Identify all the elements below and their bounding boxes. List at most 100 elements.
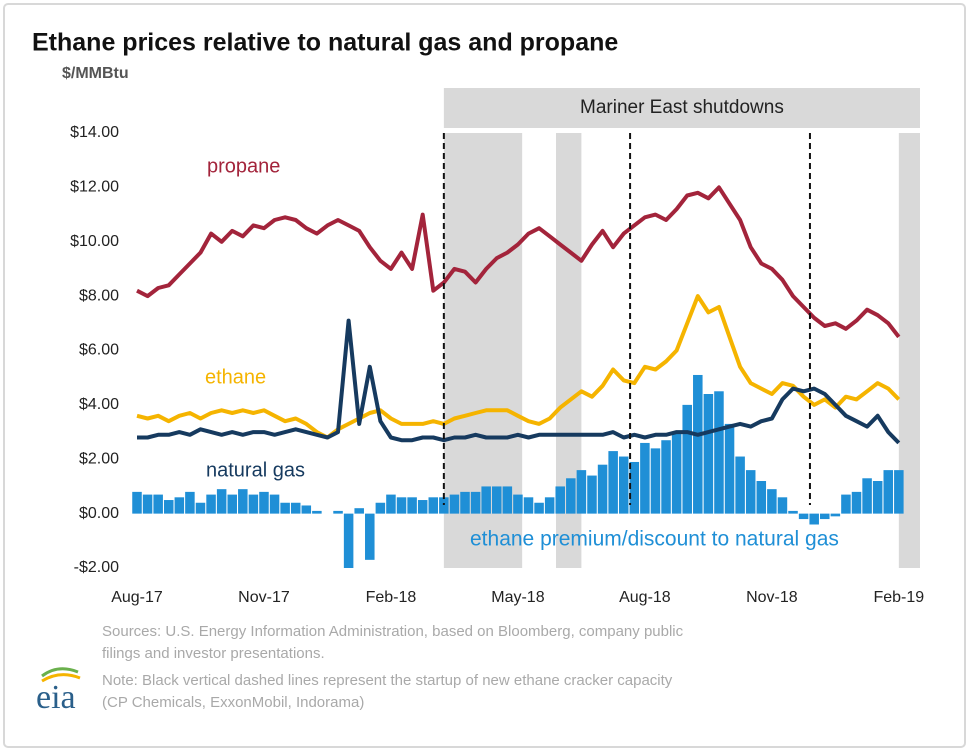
- y-tick-label: -$2.00: [74, 559, 119, 576]
- bar: [587, 475, 597, 514]
- bar: [872, 481, 883, 514]
- line-series: [136, 185, 901, 339]
- bar: [777, 497, 788, 514]
- bar: [174, 497, 185, 514]
- bar: [396, 497, 407, 514]
- bar: [195, 502, 206, 514]
- bar: [703, 394, 714, 514]
- bar: [206, 494, 216, 514]
- bar: [534, 502, 544, 514]
- bar: [513, 494, 523, 514]
- bar: [883, 470, 894, 514]
- source-text: Sources: U.S. Energy Information Adminis…: [102, 623, 684, 640]
- logo-swoosh: [41, 673, 81, 683]
- line-series: [136, 294, 901, 440]
- bar: [502, 486, 513, 514]
- bar: [132, 491, 142, 514]
- bar: [661, 440, 671, 514]
- note-text: (CP Chemicals, ExxonMobil, Indorama): [102, 694, 364, 711]
- bar: [566, 478, 576, 514]
- bar: [481, 486, 491, 514]
- y-tick-label: $2.00: [79, 450, 119, 467]
- bar: [491, 486, 502, 514]
- shutdown-label: Mariner East shutdowns: [580, 97, 784, 118]
- bar: [745, 470, 756, 514]
- bar: [618, 456, 629, 514]
- source-text: filings and investor presentations.: [102, 645, 325, 662]
- bar: [259, 491, 269, 514]
- series-label: propane: [207, 155, 280, 177]
- bar: [280, 502, 290, 514]
- bar: [894, 470, 904, 514]
- bar: [671, 432, 682, 514]
- bar: [248, 494, 259, 514]
- y-tick-label: $0.00: [79, 505, 119, 522]
- bar: [650, 448, 661, 514]
- bar: [375, 502, 386, 514]
- bar: [343, 513, 354, 568]
- chart-title: Ethane prices relative to natural gas an…: [32, 29, 618, 57]
- shutdown-period: [898, 133, 920, 568]
- bar: [386, 494, 396, 514]
- bar: [407, 497, 417, 514]
- bar: [269, 494, 280, 514]
- bar: [851, 491, 862, 514]
- y-tick-label: $12.00: [70, 179, 119, 196]
- bar: [417, 500, 428, 514]
- shutdown-banner: [443, 88, 920, 128]
- bar: [428, 497, 439, 514]
- bar: [724, 423, 735, 514]
- bar: [693, 374, 703, 514]
- y-tick-label: $8.00: [79, 287, 119, 304]
- y-tick-label: $14.00: [70, 124, 119, 141]
- x-tick-label: May-18: [491, 589, 544, 606]
- series-label: natural gas: [206, 459, 305, 481]
- bar: [756, 481, 767, 514]
- bar: [470, 491, 481, 514]
- bar: [312, 510, 322, 514]
- logo: eia: [36, 679, 76, 716]
- bar: [597, 464, 608, 514]
- bar: [862, 478, 872, 514]
- bar: [682, 404, 692, 514]
- series-label: ethane premium/discount to natural gas: [470, 528, 839, 551]
- y-tick-label: $4.00: [79, 396, 119, 413]
- bar: [460, 491, 470, 514]
- bar: [142, 494, 153, 514]
- x-tick-label: Feb-18: [366, 589, 417, 606]
- note-text: Note: Black vertical dashed lines repres…: [102, 672, 673, 689]
- x-tick-label: Nov-18: [746, 589, 798, 606]
- bar: [767, 489, 777, 514]
- bar: [439, 497, 449, 514]
- logo-swoosh: [41, 667, 79, 678]
- bar: [841, 494, 851, 514]
- line-series: [137, 318, 901, 445]
- bar: [735, 456, 745, 514]
- bar: [365, 513, 375, 560]
- bar: [830, 513, 841, 517]
- bar: [544, 497, 555, 514]
- bar: [163, 500, 174, 514]
- series-label: ethane: [205, 366, 266, 388]
- bar: [798, 513, 809, 520]
- bar: [576, 470, 587, 514]
- bar: [227, 494, 237, 514]
- bar: [185, 491, 195, 514]
- bar: [216, 489, 227, 514]
- bar: [333, 510, 343, 514]
- bar: [238, 489, 248, 514]
- bar: [608, 451, 618, 514]
- bar: [290, 502, 301, 514]
- bar: [820, 513, 830, 520]
- bar: [523, 497, 534, 514]
- bar: [714, 391, 724, 514]
- bar: [629, 461, 640, 514]
- y-tick-label: $6.00: [79, 342, 119, 359]
- bar: [640, 442, 650, 514]
- bar: [301, 505, 312, 514]
- x-tick-label: Nov-17: [238, 589, 290, 606]
- x-tick-label: Feb-19: [873, 589, 924, 606]
- bar: [809, 513, 819, 525]
- bar: [449, 494, 460, 514]
